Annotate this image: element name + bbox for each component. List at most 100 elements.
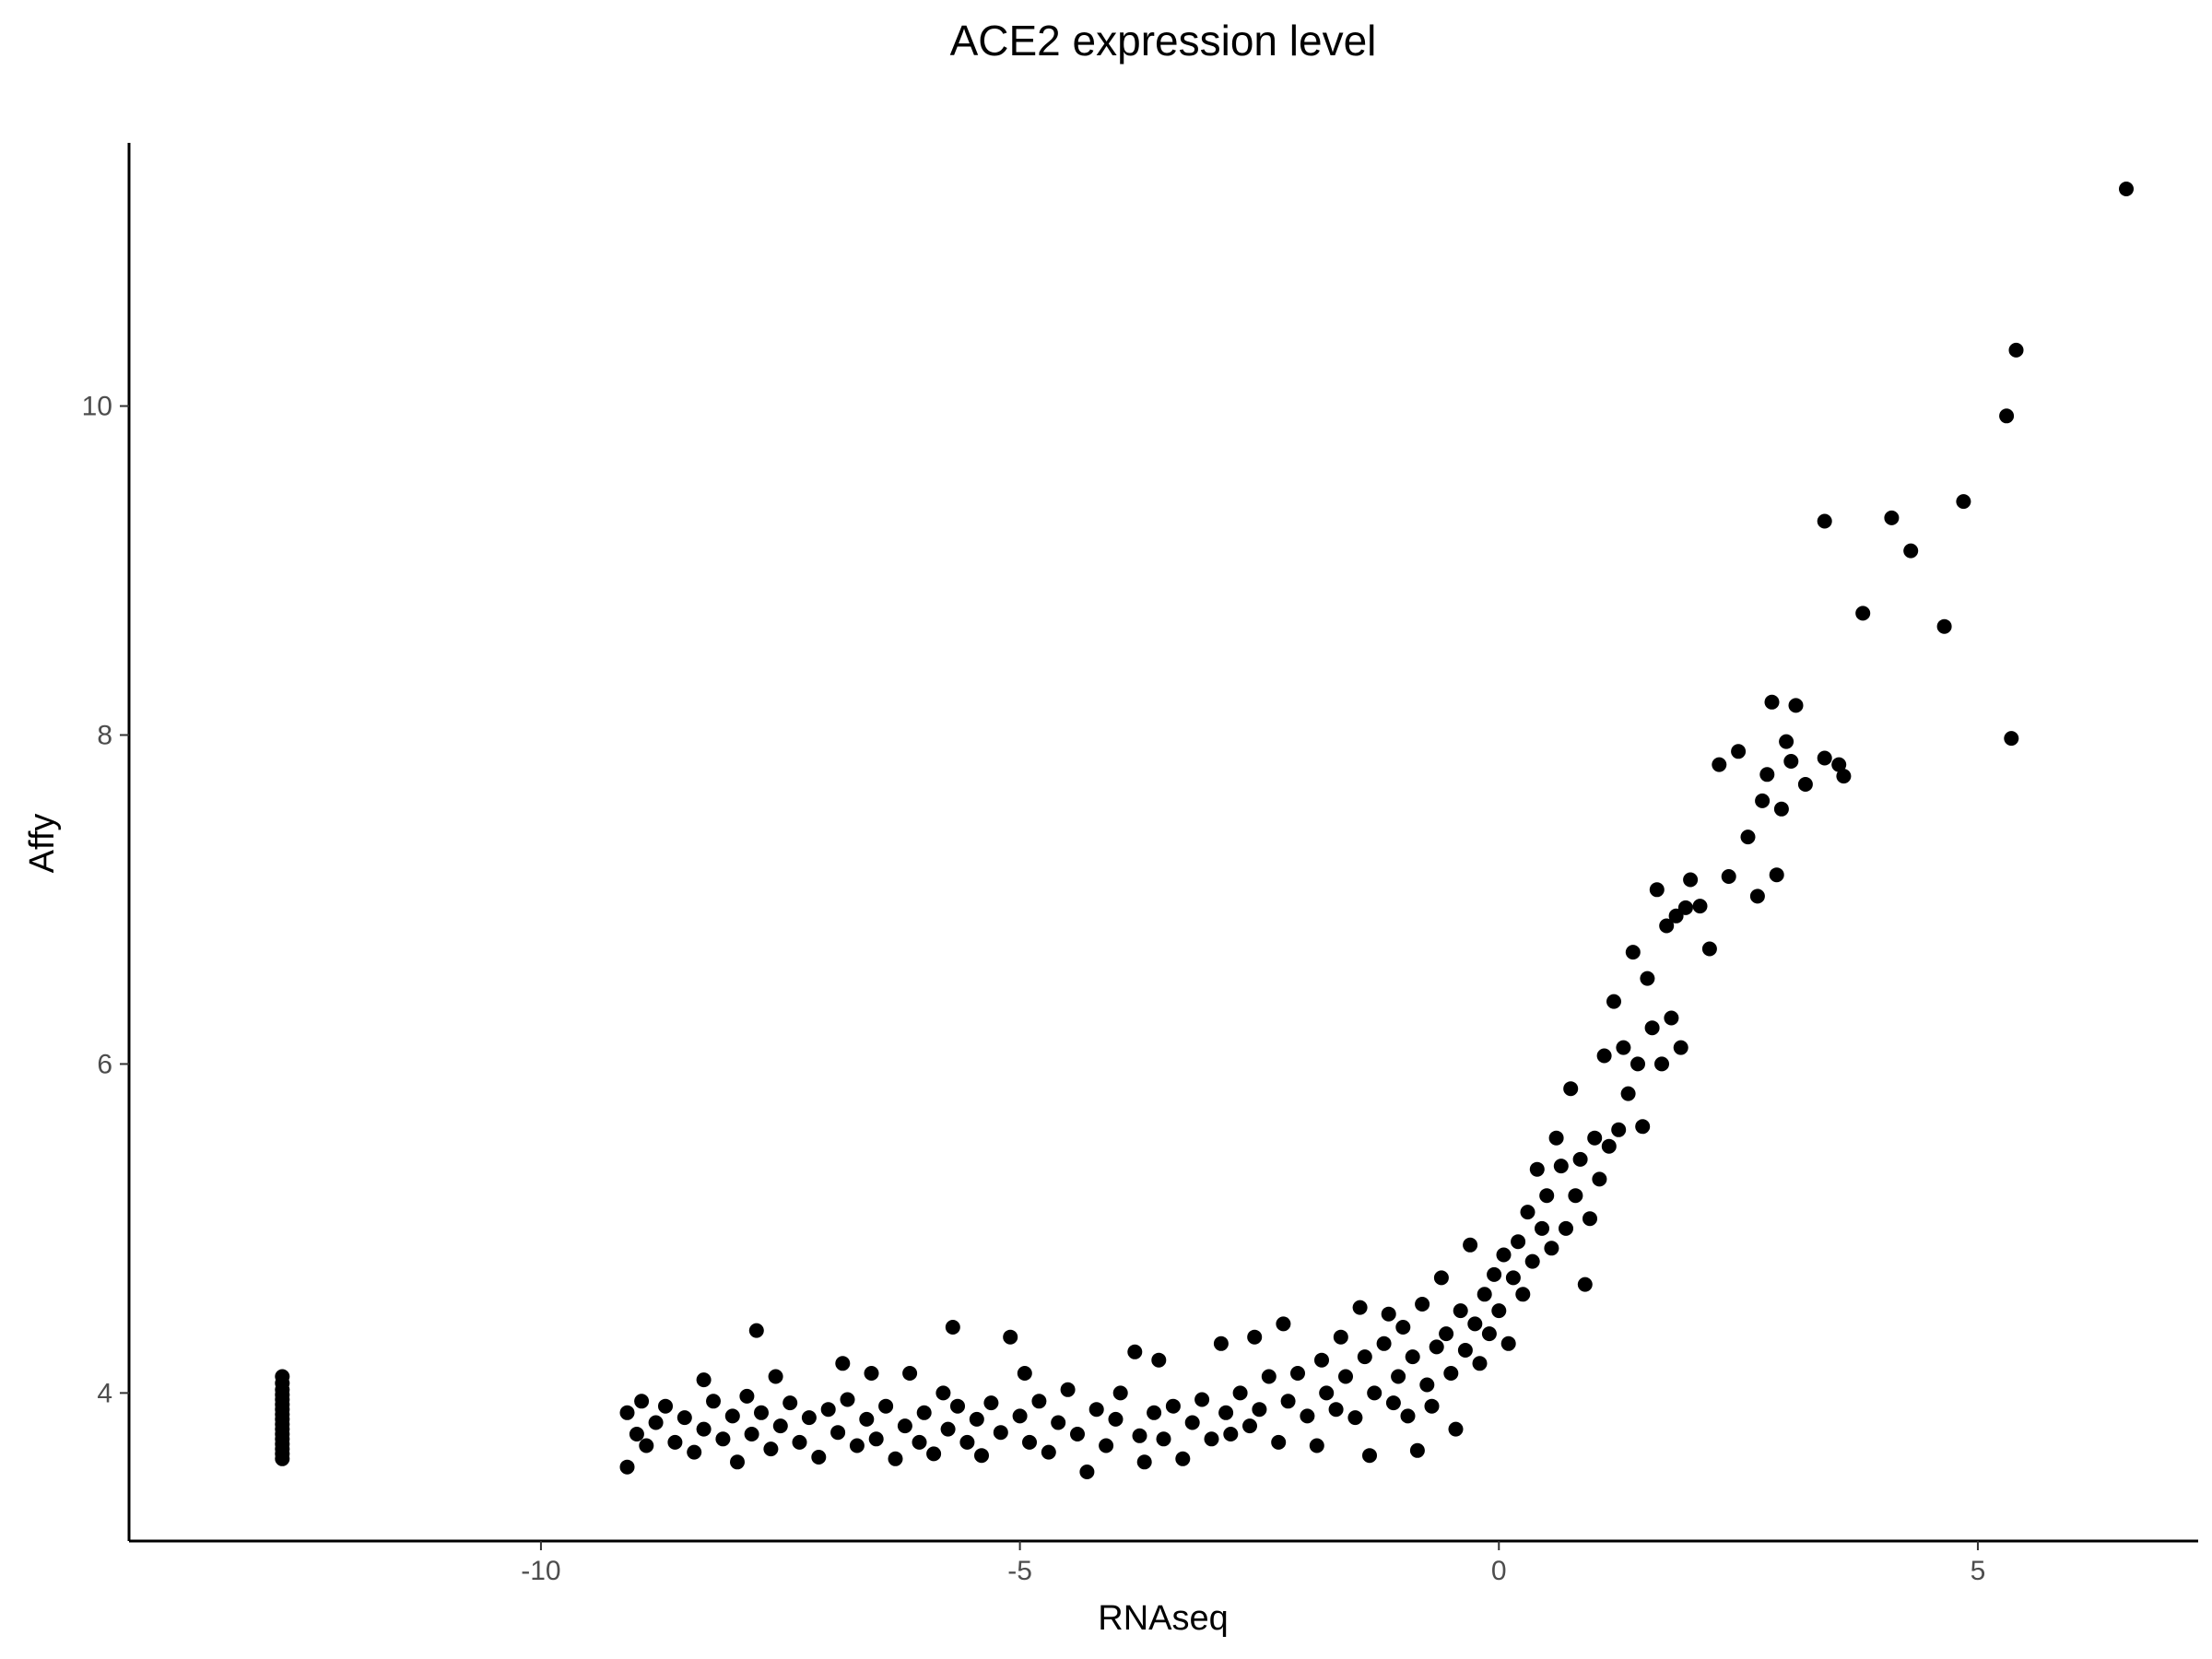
data-point — [1677, 900, 1693, 915]
data-point — [1347, 1410, 1363, 1426]
data-point — [1127, 1344, 1143, 1359]
data-point — [1300, 1408, 1315, 1424]
data-point — [1099, 1438, 1114, 1453]
data-point — [1352, 1300, 1368, 1315]
data-point — [744, 1427, 759, 1441]
data-point — [1817, 513, 1832, 529]
data-point — [1338, 1369, 1353, 1384]
data-point — [634, 1394, 650, 1409]
data-point — [959, 1434, 975, 1450]
data-point — [1443, 1366, 1459, 1381]
data-point — [1496, 1247, 1512, 1263]
data-point — [835, 1356, 851, 1371]
data-point — [1022, 1434, 1037, 1450]
data-point — [1903, 543, 1919, 559]
data-point — [763, 1441, 779, 1457]
data-point — [1395, 1320, 1411, 1335]
data-point — [1592, 1171, 1607, 1187]
data-point — [1381, 1306, 1396, 1322]
data-point — [1261, 1369, 1277, 1384]
data-point — [926, 1446, 942, 1462]
data-point — [868, 1431, 884, 1447]
data-point — [950, 1398, 965, 1414]
data-point — [1999, 408, 2015, 424]
data-point — [1606, 994, 1621, 1009]
data-point — [1290, 1366, 1305, 1381]
data-point — [639, 1438, 654, 1453]
y-tick-label: 10 — [82, 392, 112, 422]
data-point — [1088, 1402, 1104, 1418]
data-point — [1764, 694, 1780, 710]
data-point — [1136, 1454, 1152, 1470]
data-point — [1769, 867, 1784, 883]
data-point — [667, 1434, 683, 1450]
data-point — [1649, 882, 1665, 898]
data-point — [1041, 1444, 1056, 1460]
data-point — [677, 1410, 692, 1426]
data-point — [1463, 1237, 1478, 1253]
data-point — [983, 1395, 999, 1411]
data-point — [1511, 1234, 1526, 1250]
data-point — [1855, 606, 1871, 621]
data-point — [1247, 1329, 1263, 1345]
data-point — [1491, 1303, 1507, 1319]
data-point — [1175, 1451, 1191, 1466]
data-point — [878, 1398, 894, 1414]
data-point — [1218, 1405, 1234, 1420]
data-point — [648, 1415, 664, 1430]
data-point — [1630, 1056, 1645, 1072]
data-point — [1079, 1465, 1095, 1479]
data-point — [1583, 1211, 1597, 1227]
data-point — [1151, 1352, 1167, 1368]
data-point — [1276, 1316, 1291, 1332]
data-point — [1419, 1377, 1435, 1393]
data-point — [1477, 1287, 1492, 1302]
data-point — [1721, 869, 1736, 884]
data-point — [1194, 1392, 1210, 1407]
data-point — [1165, 1398, 1181, 1414]
data-point — [1625, 945, 1641, 960]
data-point — [1712, 757, 1727, 772]
data-point — [754, 1405, 769, 1420]
data-point — [1481, 1326, 1497, 1342]
data-point — [1060, 1382, 1076, 1397]
data-point — [801, 1410, 817, 1426]
data-point — [912, 1434, 927, 1450]
y-axis-ticks: 4 6 8 10 — [82, 392, 129, 1408]
data-point — [1385, 1395, 1401, 1411]
data-point — [687, 1444, 702, 1460]
data-point — [1448, 1421, 1464, 1437]
data-point — [1467, 1316, 1483, 1332]
data-point — [1611, 1122, 1627, 1137]
data-point — [1884, 510, 1900, 525]
data-point — [1280, 1394, 1296, 1409]
data-point — [1184, 1415, 1200, 1430]
x-axis-ticks: -10 -5 0 5 — [521, 1541, 1985, 1586]
data-point — [696, 1372, 712, 1388]
data-point — [1673, 1040, 1688, 1055]
data-point — [1213, 1335, 1229, 1351]
data-point — [1472, 1356, 1488, 1371]
data-point — [1817, 750, 1832, 766]
chart-title: ACE2 expression level — [950, 17, 1377, 65]
data-point — [1596, 1048, 1612, 1064]
data-point — [1433, 1270, 1449, 1286]
data-point — [1544, 1241, 1559, 1256]
data-point — [629, 1427, 644, 1441]
y-axis-title: Affy — [23, 814, 62, 874]
data-point — [1319, 1385, 1335, 1401]
x-tick-label: 5 — [1971, 1556, 1986, 1586]
data-point — [1314, 1352, 1329, 1368]
data-point — [1524, 1253, 1540, 1269]
data-point — [1405, 1349, 1420, 1365]
data-point — [1505, 1270, 1521, 1286]
data-point — [864, 1366, 879, 1381]
data-point — [1376, 1335, 1392, 1351]
data-point — [792, 1434, 807, 1450]
data-point — [1692, 899, 1708, 914]
x-tick-label: 0 — [1491, 1556, 1507, 1586]
data-point — [772, 1418, 788, 1434]
data-point — [1783, 754, 1799, 769]
data-point — [1520, 1205, 1535, 1220]
data-point — [1400, 1408, 1416, 1424]
